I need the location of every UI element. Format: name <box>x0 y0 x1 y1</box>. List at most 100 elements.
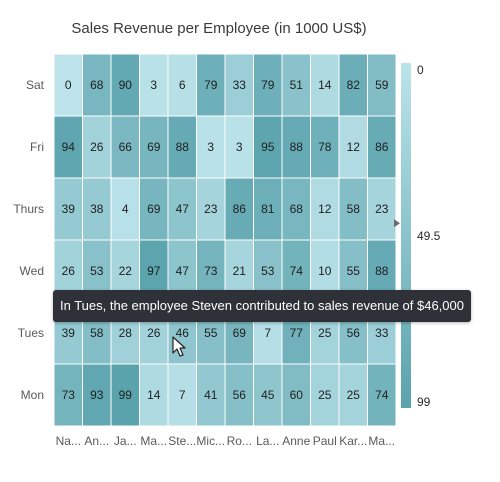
chart-title: Sales Revenue per Employee (in 1000 US$) <box>71 20 366 37</box>
y-axis-labels: Sat Fri Thurs Wed Tues Mon <box>13 78 44 402</box>
legend-value-pointer <box>394 219 400 228</box>
cell-value-label: 55 <box>347 264 361 278</box>
cell-tooltip: In Tues, the employee Steven contributed… <box>53 290 471 322</box>
cell-value-label: 38 <box>90 202 104 216</box>
cell-value-label: 6 <box>179 78 186 92</box>
cell-value-label: 3 <box>207 140 214 154</box>
cell-value-label: 12 <box>347 140 361 154</box>
heatmap-cell[interactable] <box>110 363 140 427</box>
x-axis-tick-label: Ma... <box>140 434 167 448</box>
heatmap-cell[interactable] <box>167 115 197 179</box>
heatmap-cell[interactable] <box>139 177 169 241</box>
y-axis-tick-label: Thurs <box>13 202 44 216</box>
heatmap-cell[interactable] <box>367 115 397 179</box>
y-axis-tick-label: Fri <box>30 140 44 154</box>
y-axis-tick-label: Wed <box>20 264 44 278</box>
heatmap-cell[interactable] <box>338 115 368 179</box>
x-axis-tick-label: La... <box>256 434 279 448</box>
y-axis-tick-label: Tues <box>18 326 44 340</box>
heatmap-cell[interactable] <box>253 363 283 427</box>
cell-value-label: 7 <box>179 388 186 402</box>
x-axis-tick-label: Mic... <box>196 434 225 448</box>
cell-value-label: 79 <box>261 78 275 92</box>
cell-value-label: 74 <box>290 264 304 278</box>
heatmap-cell[interactable] <box>310 115 340 179</box>
cell-value-label: 14 <box>147 388 161 402</box>
cell-value-label: 47 <box>176 202 190 216</box>
heatmap-cell[interactable] <box>110 177 140 241</box>
heatmap-cell[interactable] <box>82 53 112 117</box>
legend-min-label: 0 <box>417 63 424 77</box>
cell-value-label: 66 <box>119 140 133 154</box>
cell-value-label: 51 <box>290 78 304 92</box>
cell-value-label: 25 <box>318 388 332 402</box>
heatmap-cell[interactable] <box>82 115 112 179</box>
heatmap-cell[interactable] <box>367 363 397 427</box>
cell-value-label: 3 <box>150 78 157 92</box>
heatmap-cell[interactable] <box>281 363 311 427</box>
heatmap-cell[interactable] <box>196 363 226 427</box>
x-axis-tick-label: Na... <box>56 434 81 448</box>
heatmap-cell[interactable] <box>253 53 283 117</box>
x-axis-tick-label: Ma... <box>368 434 395 448</box>
heatmap-cell[interactable] <box>139 363 169 427</box>
y-axis-tick-label: Mon <box>21 388 44 402</box>
legend-max-label: 99 <box>417 395 431 409</box>
cell-value-label: 25 <box>347 388 361 402</box>
cell-value-label: 39 <box>62 202 76 216</box>
cell-value-label: 88 <box>375 264 389 278</box>
cell-value-label: 26 <box>62 264 76 278</box>
heatmap-cell[interactable] <box>196 115 226 179</box>
cell-value-label: 26 <box>147 326 161 340</box>
heatmap-cell[interactable] <box>224 177 254 241</box>
x-axis-tick-label: An... <box>84 434 109 448</box>
heatmap-cell[interactable] <box>367 53 397 117</box>
cell-value-label: 58 <box>347 202 361 216</box>
heatmap-cell[interactable] <box>281 115 311 179</box>
cell-value-label: 86 <box>375 140 389 154</box>
heatmap-cell[interactable] <box>224 363 254 427</box>
cell-value-label: 23 <box>204 202 218 216</box>
cell-value-label: 53 <box>261 264 275 278</box>
cell-value-label: 86 <box>233 202 247 216</box>
x-axis-tick-label: Ja... <box>114 434 137 448</box>
x-axis-tick-label: Ste... <box>168 434 196 448</box>
x-axis-tick-label: Anne <box>282 434 310 448</box>
cell-value-label: 7 <box>264 326 271 340</box>
heatmap-cell[interactable] <box>196 53 226 117</box>
cell-value-label: 69 <box>233 326 247 340</box>
x-axis-tick-label: Kar... <box>339 434 367 448</box>
cell-value-label: 47 <box>176 264 190 278</box>
heatmap-cell[interactable] <box>367 177 397 241</box>
cell-value-label: 90 <box>119 78 133 92</box>
heatmap-cell[interactable] <box>53 53 83 117</box>
cell-value-label: 56 <box>347 326 361 340</box>
cell-value-label: 39 <box>62 326 76 340</box>
cell-value-label: 56 <box>233 388 247 402</box>
cell-value-label: 4 <box>122 202 129 216</box>
cell-value-label: 68 <box>90 78 104 92</box>
cell-value-label: 58 <box>90 326 104 340</box>
cell-value-label: 12 <box>318 202 332 216</box>
cell-value-label: 59 <box>375 78 389 92</box>
cell-value-label: 46 <box>176 326 190 340</box>
cell-value-label: 93 <box>90 388 104 402</box>
cell-value-label: 78 <box>318 140 332 154</box>
heatmap-cell[interactable] <box>338 363 368 427</box>
heatmap-cell[interactable] <box>82 363 112 427</box>
cell-value-label: 14 <box>318 78 332 92</box>
heatmap-cell[interactable] <box>139 115 169 179</box>
heatmap-cell[interactable] <box>167 177 197 241</box>
cell-value-label: 23 <box>375 202 389 216</box>
cell-value-label: 95 <box>261 140 275 154</box>
cell-value-label: 26 <box>90 140 104 154</box>
cell-value-label: 28 <box>119 326 133 340</box>
heatmap-cell[interactable] <box>253 115 283 179</box>
cell-value-label: 53 <box>90 264 104 278</box>
cell-value-label: 55 <box>204 326 218 340</box>
cell-value-label: 82 <box>347 78 361 92</box>
heatmap-cell[interactable] <box>310 53 340 117</box>
cell-value-label: 45 <box>261 388 275 402</box>
heatmap-cell[interactable] <box>224 115 254 179</box>
